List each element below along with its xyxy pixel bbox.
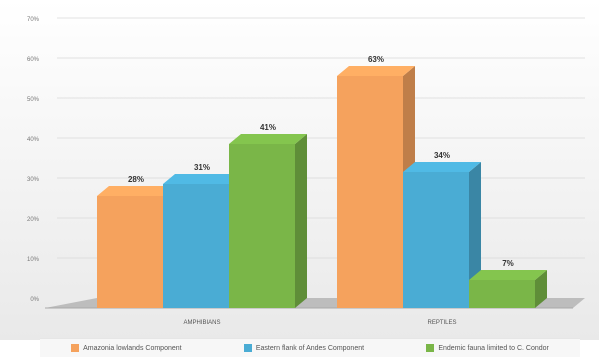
y-tick-label: 30%	[27, 177, 40, 183]
legend: Amazonia lowlands Component Eastern flank…	[40, 338, 580, 357]
legend-swatch	[426, 344, 435, 352]
bar-front	[337, 76, 403, 308]
y-tick-label: 50%	[27, 97, 40, 103]
chart-svg: 0% 10% 20% 30% 40% 50% 60% 70% 28% 31% 41% AMPHIBI…	[0, 0, 599, 340]
bar-top	[97, 186, 175, 196]
x-category-label: AMPHIBIANS	[183, 320, 220, 326]
bar-top	[403, 162, 481, 172]
bar-top	[229, 134, 307, 144]
legend-label: Amazonia lowlands Component	[83, 344, 182, 352]
x-category-label: REPTILES	[427, 320, 456, 326]
bar	[229, 134, 307, 308]
legend-item: Endemic fauna limited to C. Condor	[426, 344, 549, 352]
bar-side	[295, 134, 307, 308]
legend-label: Endemic fauna limited to C. Condor	[438, 344, 549, 352]
data-label: 28%	[128, 175, 144, 184]
legend-label: Eastern flank of Andes Component	[255, 344, 365, 352]
bar-top	[337, 66, 415, 76]
bar-front	[469, 280, 535, 308]
legend-swatch	[71, 344, 80, 352]
data-label: 34%	[434, 151, 450, 160]
bar-front	[229, 144, 295, 308]
legend-swatch	[243, 344, 252, 352]
y-tick-label: 20%	[27, 217, 40, 223]
bar-top	[469, 270, 547, 280]
legend-item: Amazonia lowlands Component	[71, 344, 182, 352]
y-tick-label: 10%	[27, 257, 40, 263]
data-label: 41%	[260, 123, 276, 132]
bar-top	[163, 174, 241, 184]
data-label: 7%	[502, 259, 514, 268]
legend-item: Eastern flank of Andes Component	[243, 344, 365, 352]
y-tick-label: 70%	[27, 17, 40, 23]
bar-front	[403, 172, 469, 308]
data-label: 31%	[194, 163, 210, 172]
bar-side	[469, 162, 481, 308]
data-label: 63%	[368, 55, 384, 64]
bar-front	[163, 184, 229, 308]
bar	[403, 162, 481, 308]
y-tick-label: 60%	[27, 57, 40, 63]
y-tick-label: 0%	[30, 297, 39, 303]
y-tick-label: 40%	[27, 137, 40, 143]
bar	[469, 270, 547, 308]
bar-front	[97, 196, 163, 308]
bar-side	[535, 270, 547, 308]
